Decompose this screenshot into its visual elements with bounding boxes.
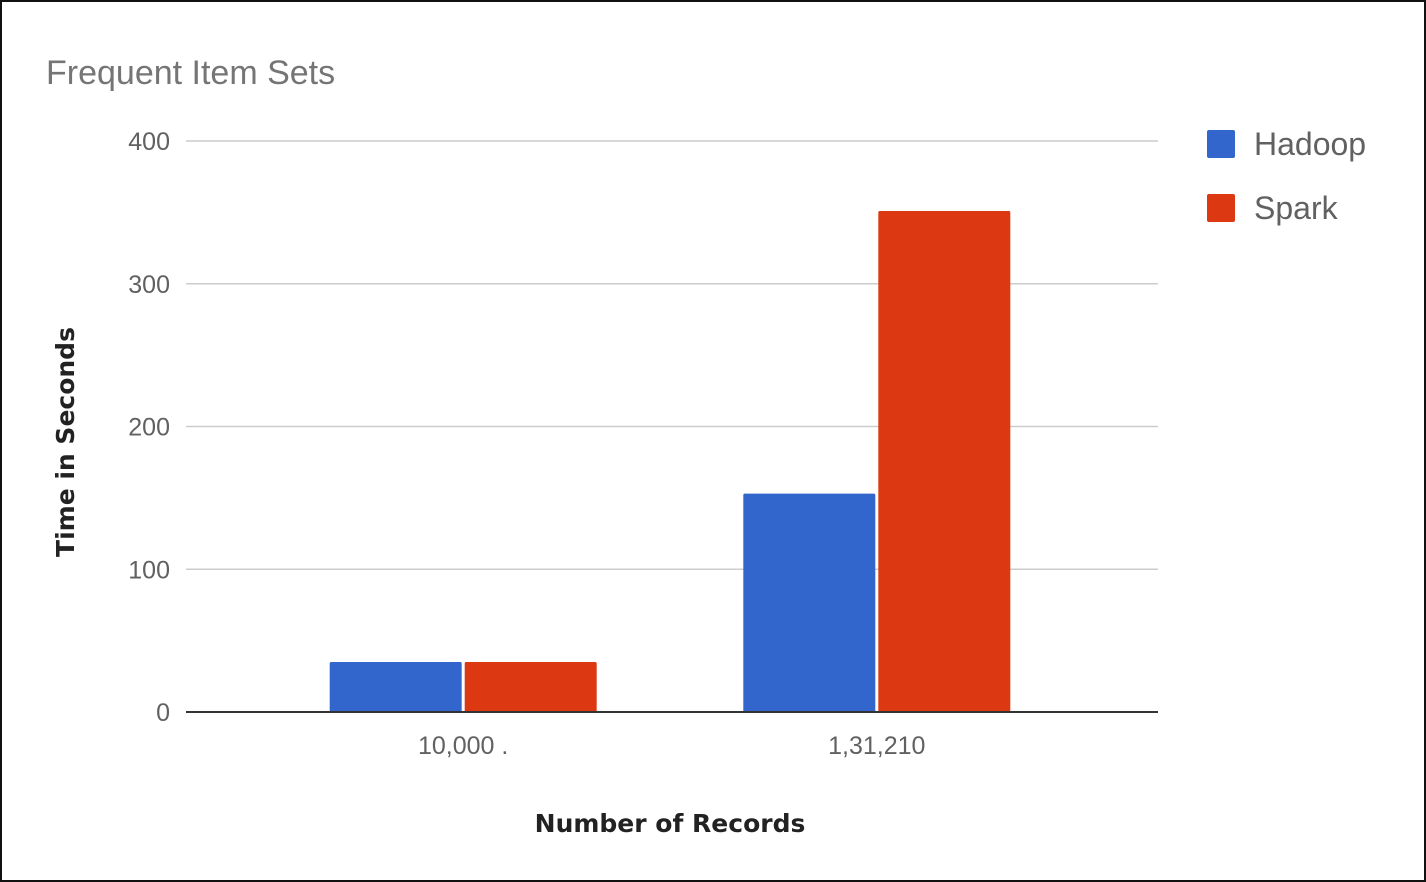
legend: Hadoop Spark [1207,126,1366,226]
y-axis-ticks: 0 100 200 300 400 [128,128,170,727]
bar-spark-1 [878,210,1011,712]
bars [329,210,1011,712]
legend-label-spark: Spark [1254,190,1339,226]
y-axis-title: Time in Seconds [51,327,80,557]
y-tick-label: 200 [128,414,170,442]
bar-hadoop-1 [743,493,876,712]
bar-spark-0 [464,662,597,712]
x-tick-label: 10,000 . [418,732,508,760]
y-tick-label: 300 [128,271,170,299]
x-axis-title: Number of Records [535,809,806,838]
bar-hadoop-0 [329,662,462,712]
legend-label-hadoop: Hadoop [1254,126,1366,162]
x-axis-ticks: 10,000 . 1,31,210 [418,732,925,760]
chart-title: Frequent Item Sets [46,54,335,92]
gridlines [186,140,1158,570]
legend-swatch-hadoop [1207,130,1235,158]
y-tick-label: 0 [156,699,170,727]
x-tick-label: 1,31,210 [828,732,925,760]
y-tick-label: 400 [128,128,170,156]
y-tick-label: 100 [128,556,170,584]
legend-swatch-spark [1207,194,1235,222]
